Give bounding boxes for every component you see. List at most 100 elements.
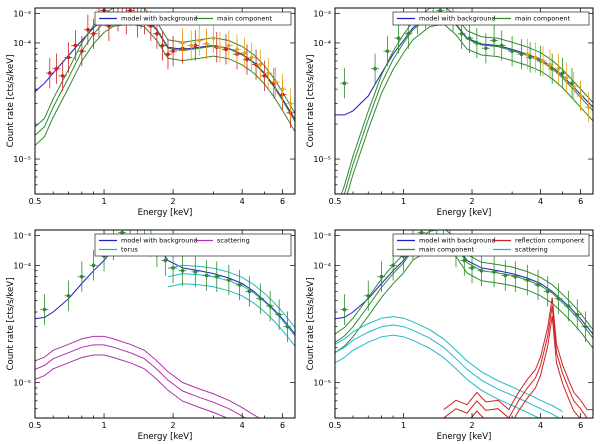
point-green-points: [237, 283, 242, 287]
x-axis-label: Energy [keV]: [138, 208, 193, 218]
point-green-points: [171, 266, 175, 270]
point-orange-points: [572, 84, 576, 89]
point-orange-points: [578, 94, 583, 98]
point-orange-points: [556, 66, 561, 71]
point-red-points: [60, 74, 65, 78]
x-tick-label: 4: [240, 421, 245, 430]
point-green-points: [128, 226, 132, 230]
point-orange-points: [218, 45, 222, 49]
point-green-points: [391, 263, 395, 268]
y-tick-label: 10⁻⁴: [313, 39, 331, 48]
x-tick-label: 6: [280, 421, 285, 430]
x-axis-label: Energy [keV]: [138, 432, 193, 442]
plot-area: [35, 8, 295, 146]
x-tick-label: 2: [469, 197, 474, 206]
point-orange-points: [197, 38, 202, 43]
point-green-points: [545, 289, 550, 294]
point-green-points: [510, 49, 514, 53]
point-green-points: [379, 274, 384, 279]
point-orange-points: [235, 47, 239, 52]
point-red-points: [66, 55, 71, 60]
x-tick-label: 0.5: [29, 421, 42, 430]
y-tick-label: 10⁻⁴: [313, 261, 331, 270]
x-tick-label: 4: [538, 421, 543, 430]
point-orange-points: [533, 55, 538, 60]
legend-box: [392, 233, 590, 257]
x-tick-label: 1: [102, 197, 107, 206]
point-green-points: [528, 55, 532, 60]
legend-box: [94, 233, 292, 257]
x-tick-label: 6: [578, 197, 583, 206]
panel-bottom-right: 0.5 1 2 4 6 10⁻⁵ 10⁻⁴ 10⁻³ Energy [keV] Count rat…: [306, 221, 594, 442]
point-green-points: [442, 221, 446, 225]
point-green-points: [428, 226, 432, 230]
point-red-points: [47, 71, 52, 75]
point-orange-points: [280, 87, 285, 91]
point-green-points: [438, 8, 443, 13]
legend-label: model with background: [419, 237, 496, 245]
point-green-points: [396, 36, 401, 40]
y-tick-label: 10⁻⁵: [13, 155, 31, 164]
legend-label: scattering: [217, 237, 250, 245]
point-green-points: [459, 31, 464, 36]
series-band-scattering-0: [335, 334, 540, 418]
legend: model with background main component: [94, 11, 292, 26]
legend-box: [392, 11, 590, 26]
y-tick-label: 10⁻⁴: [13, 39, 31, 48]
series-band-reflection-component-1: [443, 297, 593, 411]
x-tick-label: 0.5: [29, 197, 42, 206]
y-tick-label: 10⁻³: [13, 9, 31, 18]
series-band-torus-0: [167, 283, 295, 347]
point-green-points: [503, 273, 508, 278]
series-band-reflection-component-0: [470, 316, 581, 418]
point-green-points: [342, 307, 347, 312]
plot-area: [335, 8, 593, 194]
series-line-scattering: [335, 324, 560, 418]
point-green-points: [583, 324, 588, 329]
point-orange-points: [180, 41, 185, 45]
point-green-points: [180, 268, 185, 273]
panel-top-left: 0.5 1 2 4 6 10⁻⁵ 10⁻⁴ 10⁻³ Energy [keV] Count rat…: [6, 7, 296, 218]
point-green-points: [570, 81, 574, 86]
point-green-points: [193, 270, 198, 274]
point-green-points: [470, 266, 474, 270]
series-band-scattering-0: [35, 354, 229, 418]
x-tick-label: 2: [469, 421, 474, 430]
y-tick-label: 10⁻⁵: [13, 379, 31, 388]
y-tick-label: 10⁻⁵: [313, 379, 331, 388]
x-tick-label: 4: [240, 197, 245, 206]
point-green-points: [566, 304, 571, 308]
series-band-main-component-1: [340, 8, 593, 194]
y-tick-label: 10⁻³: [313, 231, 331, 240]
point-red-points: [224, 47, 228, 52]
x-tick-label: 0.5: [329, 421, 342, 430]
point-red-points: [193, 43, 198, 48]
panel-bottom-left: 0.5 1 2 4 6 10⁻⁵ 10⁻⁴ 10⁻³ Energy [keV] Count rat…: [6, 226, 296, 442]
point-orange-points: [586, 105, 591, 109]
y-tick-label: 10⁻³: [313, 9, 331, 18]
point-red-points: [128, 8, 132, 13]
point-green-points: [513, 274, 518, 279]
point-green-points: [419, 230, 424, 235]
point-green-points: [42, 307, 47, 312]
legend-label: model with background: [121, 15, 198, 23]
panel-top-right: 0.5 1 2 4 6 10⁻⁵ 10⁻⁴ 10⁻³ Energy [keV] Count rat…: [306, 7, 594, 218]
legend: model with background scattering torus: [94, 233, 292, 257]
point-red-points: [73, 43, 78, 48]
legend-label: main component: [515, 15, 571, 23]
plot-area: [35, 226, 295, 418]
y-axis-label: Count rate [cts/s/keV]: [6, 278, 16, 371]
axes-frame: [34, 7, 296, 195]
point-green-points: [484, 46, 488, 51]
y-tick-label: 10⁻⁵: [313, 155, 331, 164]
point-orange-points: [227, 43, 231, 48]
point-orange-points: [189, 43, 194, 48]
legend: model with background main component: [392, 11, 590, 26]
series-line-scattering: [35, 344, 247, 418]
point-red-points: [160, 43, 165, 48]
point-orange-points: [258, 62, 263, 67]
point-green-points: [277, 312, 281, 317]
axes-frame: [34, 229, 296, 419]
y-axis-label: Count rate [cts/s/keV]: [306, 55, 316, 148]
